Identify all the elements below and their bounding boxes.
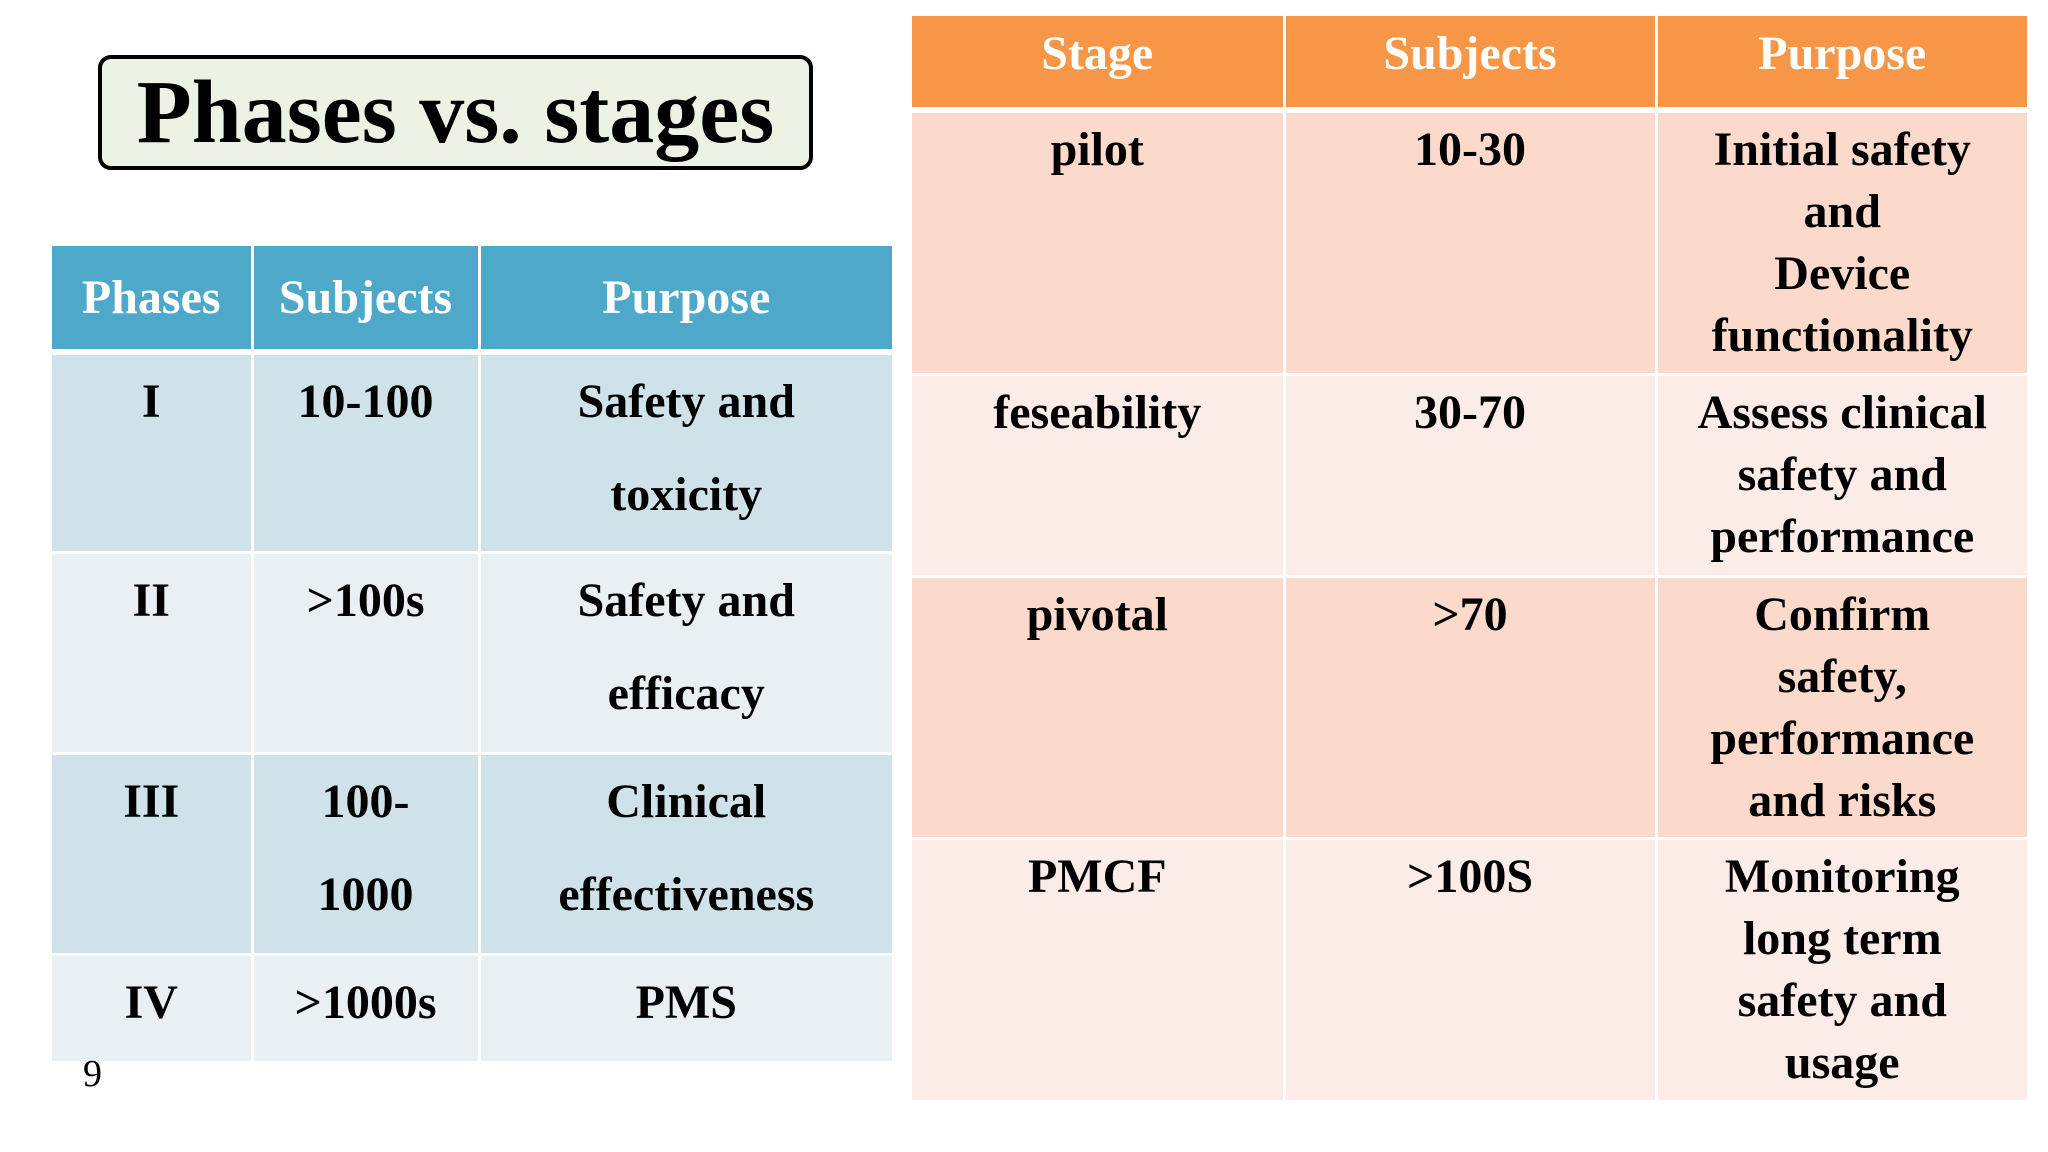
- phase-label: I: [141, 375, 161, 428]
- slide-title-box: Phases vs. stages: [98, 55, 813, 170]
- purpose-line: safety and: [1737, 447, 1947, 501]
- stage-cell: pivotal: [912, 576, 1286, 840]
- subjects-cell: 30-70: [1284, 374, 1658, 578]
- phases-header-row: Phases Subjects Purpose: [52, 246, 892, 355]
- phases-header-purpose: Purpose: [479, 246, 892, 355]
- phase-cell: IV: [52, 954, 254, 1064]
- subjects-cell: >70: [1284, 576, 1658, 840]
- subjects-cell: >100S: [1284, 838, 1658, 1103]
- purpose-cell: Safety and toxicity: [479, 352, 892, 554]
- purpose-line: Initial safety: [1713, 123, 1971, 176]
- purpose-line: Device: [1774, 247, 1911, 300]
- slide-title: Phases vs. stages: [136, 62, 775, 162]
- phases-header-phases: Phases: [52, 246, 254, 355]
- subjects-value: >1000s: [294, 975, 437, 1029]
- purpose-line: effectiveness: [558, 867, 815, 921]
- purpose-cell: Clinical effectiveness: [479, 753, 892, 956]
- purpose-cell: Confirm safety, performance and risks: [1656, 576, 2027, 840]
- purpose-line: and: [1803, 185, 1881, 238]
- phase-label: III: [123, 774, 180, 828]
- stages-header-purpose: Purpose: [1656, 16, 2027, 113]
- stages-row-pilot: pilot 10-30 Initial safety and Device fu…: [912, 110, 2027, 376]
- purpose-line: safety,: [1777, 649, 1907, 703]
- phases-row-ii: II >100s Safety and efficacy: [52, 552, 892, 755]
- subjects-cell: >1000s: [252, 954, 481, 1064]
- stages-row-pmcf: PMCF >100S Monitoring long term safety a…: [912, 838, 2027, 1103]
- stage-cell: PMCF: [912, 838, 1286, 1103]
- purpose-line: Clinical: [606, 774, 767, 828]
- stages-row-pivotal: pivotal >70 Confirm safety, performance …: [912, 576, 2027, 840]
- purpose-line: and risks: [1748, 773, 1937, 827]
- purpose-line: Assess clinical: [1697, 385, 1987, 439]
- phases-table: Phases Subjects Purpose I 10-100 Safety …: [52, 246, 892, 1064]
- subjects-line: 1000: [317, 867, 414, 921]
- subjects-cell: >100s: [252, 552, 481, 755]
- purpose-cell: Initial safety and Device functionality: [1656, 110, 2027, 376]
- phases-row-i: I 10-100 Safety and toxicity: [52, 352, 892, 554]
- phases-header-subjects: Subjects: [252, 246, 481, 355]
- subjects-cell: 100- 1000: [252, 753, 481, 956]
- purpose-line: safety and: [1737, 973, 1947, 1027]
- phase-cell: II: [52, 552, 254, 755]
- purpose-line: Safety and: [577, 375, 795, 428]
- page-number: 9: [83, 1053, 102, 1095]
- purpose-line: performance: [1710, 509, 1975, 563]
- purpose-line: Monitoring: [1724, 849, 1960, 903]
- purpose-line: Confirm: [1754, 587, 1931, 641]
- phase-cell: I: [52, 352, 254, 554]
- subjects-line: 100-: [321, 774, 410, 828]
- stage-cell: feseability: [912, 374, 1286, 578]
- stages-table: Stage Subjects Purpose pilot 10-30 Initi…: [912, 16, 2027, 1103]
- phases-row-iii: III 100- 1000 Clinical effectiveness: [52, 753, 892, 956]
- purpose-cell: PMS: [479, 954, 892, 1064]
- subjects-value: >100s: [306, 573, 425, 627]
- purpose-line: Safety and: [577, 573, 795, 627]
- subjects-cell: 10-100: [252, 352, 481, 554]
- purpose-cell: Monitoring long term safety and usage: [1656, 838, 2027, 1103]
- purpose-line: functionality: [1711, 309, 1973, 362]
- phases-row-iv: IV >1000s PMS: [52, 954, 892, 1064]
- phase-label: II: [132, 573, 170, 627]
- stages-header-row: Stage Subjects Purpose: [912, 16, 2027, 113]
- subjects-cell: 10-30: [1284, 110, 1658, 376]
- purpose-line: PMS: [635, 975, 737, 1029]
- purpose-line: toxicity: [610, 468, 763, 521]
- phase-cell: III: [52, 753, 254, 956]
- stage-cell: pilot: [912, 110, 1286, 376]
- stages-row-feseability: feseability 30-70 Assess clinical safety…: [912, 374, 2027, 578]
- purpose-cell: Assess clinical safety and performance: [1656, 374, 2027, 578]
- purpose-line: efficacy: [607, 666, 765, 720]
- stages-header-subjects: Subjects: [1284, 16, 1658, 113]
- purpose-line: usage: [1784, 1035, 1900, 1089]
- purpose-line: long term: [1742, 911, 1942, 965]
- phase-label: IV: [124, 975, 178, 1029]
- stages-header-stage: Stage: [912, 16, 1286, 113]
- purpose-line: performance: [1710, 711, 1975, 765]
- purpose-cell: Safety and efficacy: [479, 552, 892, 755]
- subjects-value: 10-100: [297, 375, 434, 428]
